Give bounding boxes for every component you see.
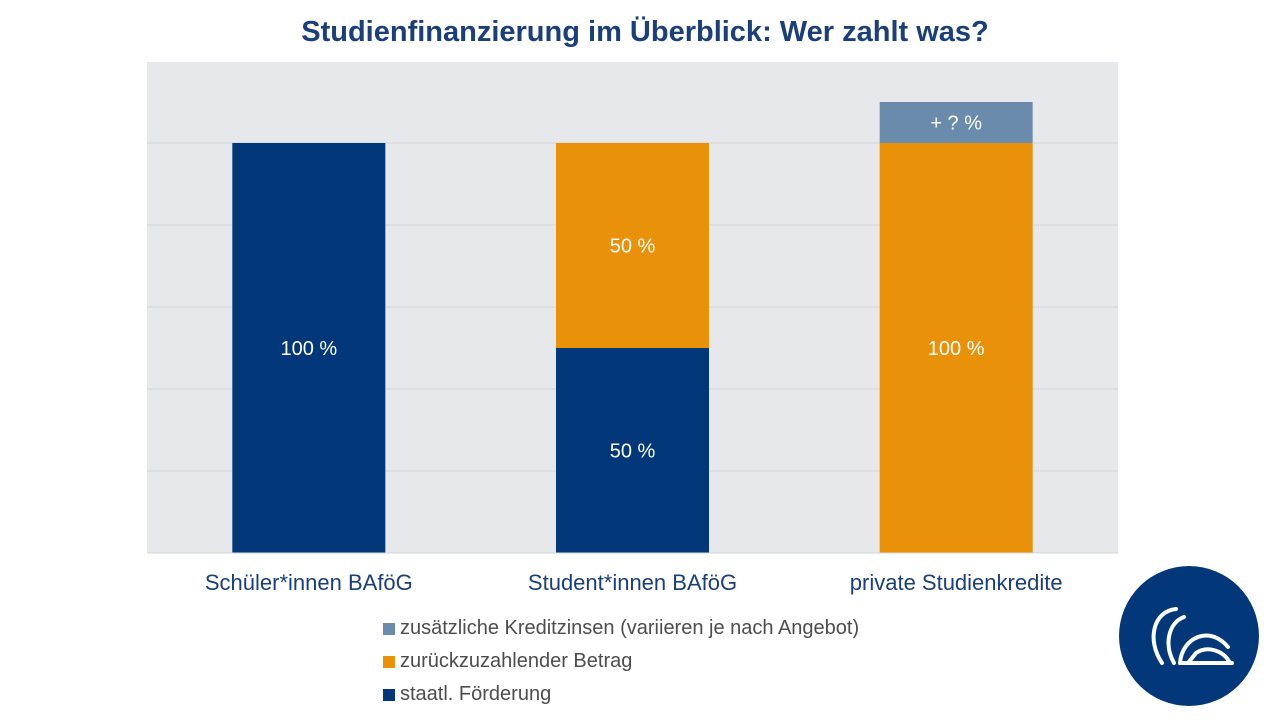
legend-item: zusätzliche Kreditzinsen (variieren je n… [383, 612, 859, 645]
data-label: + ? % [930, 113, 982, 135]
legend-swatch [383, 688, 395, 701]
data-label: 50 % [610, 236, 656, 258]
category-labels: Schüler*innen BAföG Student*innen BAföG pr… [205, 570, 1063, 595]
bar-segment [879, 102, 1033, 143]
data-label: 50 % [610, 441, 656, 463]
bar-segment [879, 143, 1033, 553]
chart-title: Studienfinanzierung im Überblick: Wer za… [301, 16, 989, 48]
bars [232, 102, 1033, 553]
data-label: 100 % [280, 338, 337, 360]
legend-item: zurückzuzahlender Betrag [383, 645, 859, 678]
category-label: Schüler*innen BAföG [205, 570, 413, 595]
legend-label: zusätzliche Kreditzinsen (variieren je n… [400, 617, 860, 639]
bar-segment [556, 143, 709, 348]
category-label: Student*innen BAföG [528, 570, 737, 595]
category-label: private Studienkredite [850, 570, 1063, 595]
legend: zusätzliche Kreditzinsen (variieren je n… [383, 612, 859, 711]
bar-segment [232, 143, 386, 553]
data-labels: 100 % 50 % 50 % 100 % + ? % [280, 113, 984, 463]
data-label: 100 % [928, 338, 985, 360]
legend-label: staatl. Förderung [400, 683, 552, 705]
logo-icon [1118, 565, 1260, 707]
legend-label: zurückzuzahlender Betrag [400, 650, 633, 672]
legend-swatch [383, 655, 395, 668]
legend-item: staatl. Förderung [383, 678, 859, 711]
legend-swatch [383, 622, 395, 635]
bar-segment [556, 348, 709, 553]
